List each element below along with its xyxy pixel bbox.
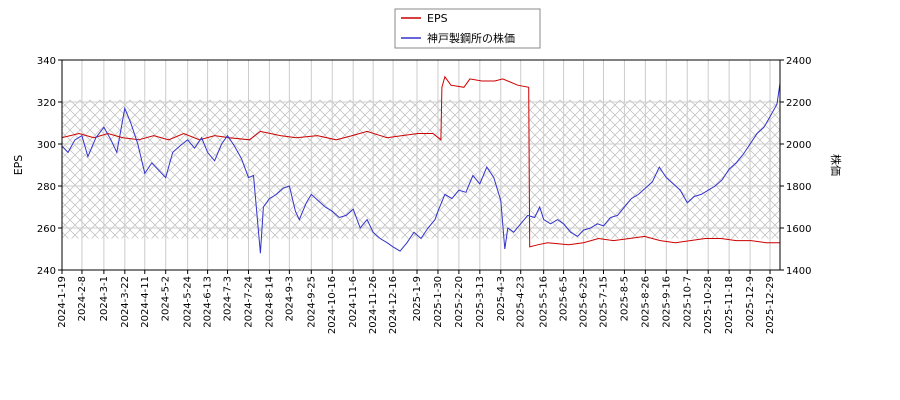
right-tick-label: 1800: [786, 182, 811, 193]
x-tick-label: 2024-7-24: [243, 276, 254, 328]
right-tick-label: 2400: [786, 56, 811, 67]
x-tick-label: 2024-10-16: [327, 276, 338, 334]
left-tick-label: 320: [37, 98, 56, 109]
x-tick-label: 2025-9-16: [661, 276, 672, 328]
right-tick-label: 2000: [786, 140, 811, 151]
x-tick-label: 2024-9-25: [306, 276, 317, 328]
shaded-band: [62, 99, 780, 239]
x-tick-label: 2024-1-19: [57, 276, 68, 328]
left-tick-label: 280: [37, 182, 56, 193]
x-tick-label: 2025-8-5: [619, 276, 630, 321]
x-axis-ticks: 2024-1-19 2024-2-8 2024-3-1 2024-3-22 2024-4…: [57, 270, 776, 334]
right-axis-ticks: 1400 1600 1800 2000 2200 2400: [780, 56, 811, 277]
x-tick-label: 2025-4-23: [516, 276, 527, 328]
x-tick-label: 2024-3-22: [120, 276, 131, 328]
x-tick-label: 2025-10-7: [682, 276, 693, 328]
x-tick-label: 2024-5-2: [161, 276, 172, 321]
x-tick-label: 2024-7-3: [223, 276, 234, 321]
legend-eps-label: EPS: [427, 12, 448, 25]
x-tick-label: 2025-10-28: [703, 276, 714, 334]
x-tick-label: 2025-11-18: [724, 276, 735, 334]
x-tick-label: 2024-9-3: [284, 276, 295, 321]
right-tick-label: 1400: [786, 266, 811, 277]
left-tick-label: 300: [37, 140, 56, 151]
price-series-line: [62, 83, 780, 254]
legend: EPS 神戸製鋼所の株価: [394, 8, 541, 49]
x-tick-label: 2024-11-26: [368, 276, 379, 334]
x-tick-label: 2025-12-29: [765, 276, 776, 334]
x-tick-label: 2024-11-6: [348, 276, 359, 328]
legend-price-label: 神戸製鋼所の株価: [427, 31, 515, 45]
eps-series-line: [62, 75, 780, 248]
x-tick-label: 2024-8-14: [264, 276, 275, 328]
x-tick-label: 2024-12-16: [388, 276, 399, 334]
left-axis-title: EPS: [12, 155, 25, 176]
left-tick-label: 340: [37, 56, 56, 67]
x-tick-label: 2025-3-13: [475, 276, 486, 328]
left-tick-label: 240: [37, 266, 56, 277]
x-tick-label: 2024-6-13: [203, 276, 214, 328]
left-axis-ticks: 240 260 280 300 320 340: [37, 56, 62, 277]
grid-lines: [61, 59, 780, 271]
legend-box: [394, 8, 541, 49]
x-tick-label: 2025-2-20: [454, 276, 465, 328]
x-tick-label: 2024-4-11: [140, 276, 151, 328]
right-tick-label: 1600: [786, 224, 811, 235]
x-tick-label: 2025-6-5: [559, 276, 570, 321]
x-tick-label: 2025-6-25: [579, 276, 590, 328]
x-tick-label: 2025-5-16: [539, 276, 550, 328]
x-tick-label: 2025-4-3: [496, 276, 507, 321]
right-tick-label: 2200: [786, 98, 811, 109]
x-tick-label: 2025-7-15: [598, 276, 609, 328]
x-tick-label: 2025-1-30: [433, 276, 444, 328]
left-tick-label: 260: [37, 224, 56, 235]
x-tick-label: 2024-3-1: [99, 276, 110, 321]
right-axis-title: 株価: [829, 154, 843, 176]
plot-frame: [61, 59, 781, 271]
x-tick-label: 2025-1-9: [412, 276, 423, 321]
x-tick-label: 2025-8-26: [640, 276, 651, 328]
x-tick-label: 2024-2-8: [77, 276, 88, 321]
x-tick-label: 2025-12-9: [745, 276, 756, 328]
x-tick-label: 2024-5-24: [183, 276, 194, 328]
